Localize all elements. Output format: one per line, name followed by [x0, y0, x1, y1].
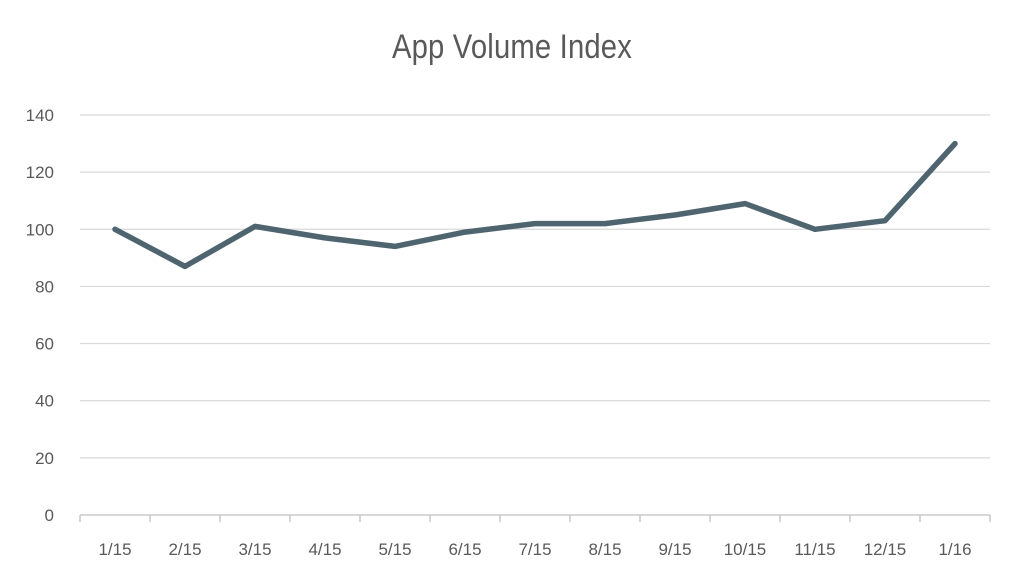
data-point [602, 221, 608, 227]
y-tick-label: 60 [35, 335, 54, 354]
y-tick-label: 140 [26, 106, 54, 125]
y-tick-label: 40 [35, 392, 54, 411]
data-point [252, 223, 258, 229]
data-point [812, 226, 818, 232]
x-tick-label: 5/15 [378, 540, 411, 559]
data-point [742, 201, 748, 207]
x-tick-label: 10/15 [724, 540, 767, 559]
x-tick-label: 1/15 [98, 540, 131, 559]
data-point [672, 212, 678, 218]
data-point [462, 229, 468, 235]
series-line [112, 140, 958, 270]
x-axis [79, 514, 991, 522]
x-tick-label: 7/15 [518, 540, 551, 559]
data-point [322, 235, 328, 241]
x-tick-label: 1/16 [938, 540, 971, 559]
y-tick-label: 0 [45, 506, 54, 525]
x-tick-label: 8/15 [588, 540, 621, 559]
y-tick-label: 80 [35, 277, 54, 296]
data-point [392, 243, 398, 249]
data-point [182, 263, 188, 269]
x-tick-label: 12/15 [864, 540, 907, 559]
x-tick-label: 6/15 [448, 540, 481, 559]
y-tick-label: 100 [26, 220, 54, 239]
y-axis-tick-labels: 0 20 40 60 80 100 120 140 [26, 106, 54, 525]
chart-title: App Volume Index [391, 28, 633, 66]
y-tick-label: 120 [26, 163, 54, 182]
data-point [112, 226, 118, 232]
x-tick-label: 2/15 [168, 540, 201, 559]
y-tick-label: 20 [35, 449, 54, 468]
x-tick-label: 9/15 [658, 540, 691, 559]
data-point [882, 218, 888, 224]
x-tick-label: 3/15 [238, 540, 271, 559]
x-tick-label: 4/15 [308, 540, 341, 559]
data-point [952, 141, 958, 147]
series-layer [112, 140, 958, 270]
x-axis-tick-labels: 1/15 2/15 3/15 4/15 5/15 6/15 7/15 8/15 9/15 10/1… [98, 540, 971, 559]
data-point [532, 221, 538, 227]
x-tick-label: 11/15 [794, 540, 835, 559]
gridlines [80, 114, 990, 459]
